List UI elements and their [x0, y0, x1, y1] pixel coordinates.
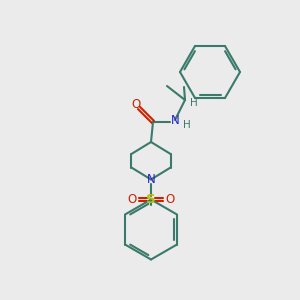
Text: H: H — [183, 120, 191, 130]
Text: O: O — [165, 193, 175, 206]
Text: O: O — [128, 193, 136, 206]
Text: S: S — [146, 193, 156, 206]
Text: O: O — [131, 98, 141, 112]
Text: N: N — [147, 173, 155, 186]
Text: N: N — [171, 113, 179, 127]
Text: H: H — [190, 98, 198, 108]
